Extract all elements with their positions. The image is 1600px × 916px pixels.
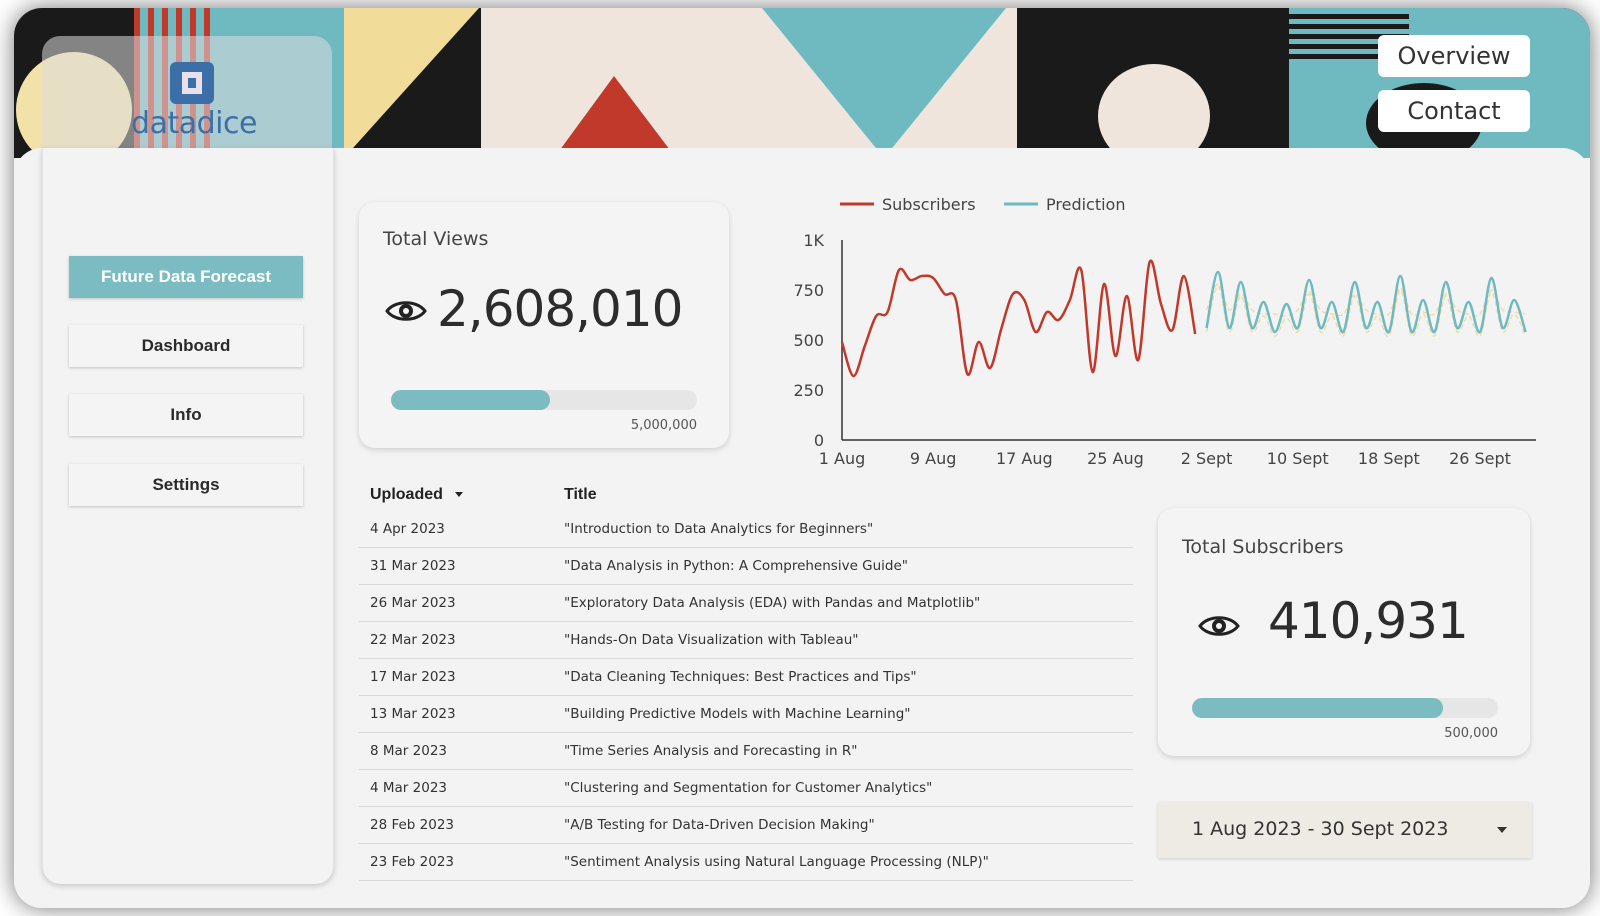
nav-future-data-forecast[interactable]: Future Data Forecast bbox=[69, 256, 303, 298]
column-header-uploaded-label: Uploaded bbox=[370, 486, 443, 503]
eye-icon bbox=[1198, 616, 1240, 636]
total-subscribers-progress-fill bbox=[1192, 698, 1443, 718]
contact-button[interactable]: Contact bbox=[1378, 90, 1530, 132]
column-header-title[interactable]: Title bbox=[564, 486, 597, 503]
total-subscribers-progress-track bbox=[1192, 698, 1498, 718]
total-views-max-label: 5,000,000 bbox=[630, 418, 697, 433]
x-tick-label: 26 Sept bbox=[1449, 449, 1511, 468]
x-axis-ticks: 1 Aug 9 Aug 17 Aug 25 Aug 2 Sept 10 Sept 18 Se… bbox=[819, 449, 1511, 468]
prediction-upper-band bbox=[1205, 283, 1526, 317]
x-tick-label: 18 Sept bbox=[1358, 449, 1420, 468]
table-row[interactable]: 4 Mar 2023 "Clustering and Segmentation f… bbox=[359, 769, 1133, 807]
total-views-title: Total Views bbox=[383, 228, 489, 250]
x-tick-label: 25 Aug bbox=[1087, 449, 1144, 468]
legend-label-subscribers: Subscribers bbox=[882, 195, 976, 214]
x-tick-label: 17 Aug bbox=[996, 449, 1053, 468]
total-views-card: Total Views 2,608,010 5,000,000 bbox=[359, 202, 729, 448]
y-axis-ticks: 0 250 500 750 1K bbox=[793, 231, 824, 450]
total-subscribers-max-label: 500,000 bbox=[1444, 726, 1498, 741]
uploaded-date-cell: 26 Mar 2023 bbox=[370, 595, 456, 611]
uploaded-date-cell: 13 Mar 2023 bbox=[370, 706, 456, 722]
subscribers-line bbox=[840, 259, 1197, 378]
video-title-cell: "Data Cleaning Techniques: Best Practice… bbox=[564, 669, 917, 685]
uploaded-date-cell: 23 Feb 2023 bbox=[370, 854, 455, 870]
y-tick-label: 1K bbox=[803, 231, 824, 250]
uploaded-date-cell: 28 Feb 2023 bbox=[370, 817, 455, 833]
uploaded-date-cell: 4 Mar 2023 bbox=[370, 780, 447, 796]
table-row[interactable]: 4 Apr 2023 "Introduction to Data Analytic… bbox=[359, 510, 1133, 548]
video-title-cell: "Sentiment Analysis using Natural Langua… bbox=[564, 854, 989, 870]
video-title-cell: "A/B Testing for Data-Driven Decision Ma… bbox=[564, 817, 875, 833]
table-row[interactable]: 23 Feb 2023 "Sentiment Analysis using Nat… bbox=[359, 843, 1133, 881]
y-tick-label: 500 bbox=[793, 331, 824, 350]
table-row[interactable]: 17 Mar 2023 "Data Cleaning Techniques: Be… bbox=[359, 658, 1133, 696]
video-title-cell: "Hands-On Data Visualization with Tablea… bbox=[564, 632, 859, 648]
legend-label-prediction: Prediction bbox=[1046, 195, 1125, 214]
app-window: datadice Future Data Forecast Dashboard … bbox=[14, 8, 1590, 908]
eye-icon bbox=[385, 301, 427, 321]
datadice-logo[interactable]: datadice bbox=[114, 58, 274, 153]
table-row[interactable]: 13 Mar 2023 "Building Predictive Models w… bbox=[359, 695, 1133, 733]
table-row[interactable]: 31 Mar 2023 "Data Analysis in Python: A C… bbox=[359, 547, 1133, 585]
caret-down-icon bbox=[455, 492, 464, 497]
video-title-cell: "Exploratory Data Analysis (EDA) with Pa… bbox=[564, 595, 981, 611]
prediction-line bbox=[1205, 270, 1527, 334]
video-title-cell: "Building Predictive Models with Machine… bbox=[564, 706, 911, 722]
chart-legend: Subscribers Prediction bbox=[840, 195, 1125, 214]
nav-info[interactable]: Info bbox=[69, 394, 303, 436]
x-tick-label: 10 Sept bbox=[1267, 449, 1329, 468]
column-header-uploaded[interactable]: Uploaded bbox=[370, 486, 465, 504]
table-row[interactable]: 26 Mar 2023 "Exploratory Data Analysis (E… bbox=[359, 584, 1133, 622]
total-views-value: 2,608,010 bbox=[437, 280, 683, 338]
chevron-down-icon bbox=[1497, 827, 1507, 833]
video-title-cell: "Clustering and Segmentation for Custome… bbox=[564, 780, 933, 796]
total-views-progress-fill bbox=[391, 390, 551, 410]
logo-text: datadice bbox=[131, 106, 257, 141]
video-title-cell: "Data Analysis in Python: A Comprehensiv… bbox=[564, 558, 909, 574]
total-subscribers-card: Total Subscribers 410,931 500,000 bbox=[1158, 508, 1530, 756]
header-banner-artwork bbox=[14, 8, 1590, 158]
overview-button[interactable]: Overview bbox=[1378, 35, 1530, 77]
uploaded-date-cell: 22 Mar 2023 bbox=[370, 632, 456, 648]
nav-settings[interactable]: Settings bbox=[69, 464, 303, 506]
horizontal-stripes-decoration bbox=[1289, 14, 1409, 59]
date-range-picker[interactable]: 1 Aug 2023 - 30 Sept 2023 bbox=[1158, 802, 1532, 858]
uploaded-date-cell: 31 Mar 2023 bbox=[370, 558, 456, 574]
y-tick-label: 750 bbox=[793, 281, 824, 300]
x-tick-label: 1 Aug bbox=[819, 449, 866, 468]
uploaded-date-cell: 4 Apr 2023 bbox=[370, 521, 445, 537]
nav-dashboard[interactable]: Dashboard bbox=[69, 325, 303, 367]
dice-logo-icon bbox=[170, 62, 214, 104]
total-subscribers-value: 410,931 bbox=[1268, 592, 1469, 650]
date-range-label: 1 Aug 2023 - 30 Sept 2023 bbox=[1192, 818, 1449, 840]
video-title-cell: "Time Series Analysis and Forecasting in… bbox=[564, 743, 858, 759]
x-tick-label: 9 Aug bbox=[910, 449, 957, 468]
total-subscribers-title: Total Subscribers bbox=[1182, 536, 1344, 558]
uploaded-date-cell: 17 Mar 2023 bbox=[370, 669, 456, 685]
subscribers-forecast-chart: Subscribers Prediction 0 250 500 750 1K 1 Au… bbox=[793, 195, 1536, 468]
table-row[interactable]: 28 Feb 2023 "A/B Testing for Data-Driven … bbox=[359, 806, 1133, 844]
uploaded-date-cell: 8 Mar 2023 bbox=[370, 743, 447, 759]
table-row[interactable]: 8 Mar 2023 "Time Series Analysis and Fore… bbox=[359, 732, 1133, 770]
table-row[interactable]: 22 Mar 2023 "Hands-On Data Visualization … bbox=[359, 621, 1133, 659]
x-tick-label: 2 Sept bbox=[1181, 449, 1233, 468]
total-views-progress-track bbox=[391, 390, 697, 410]
y-tick-label: 250 bbox=[793, 381, 824, 400]
prediction-lower-band bbox=[1205, 285, 1527, 338]
y-tick-label: 0 bbox=[814, 431, 824, 450]
video-title-cell: "Introduction to Data Analytics for Begi… bbox=[564, 521, 874, 537]
